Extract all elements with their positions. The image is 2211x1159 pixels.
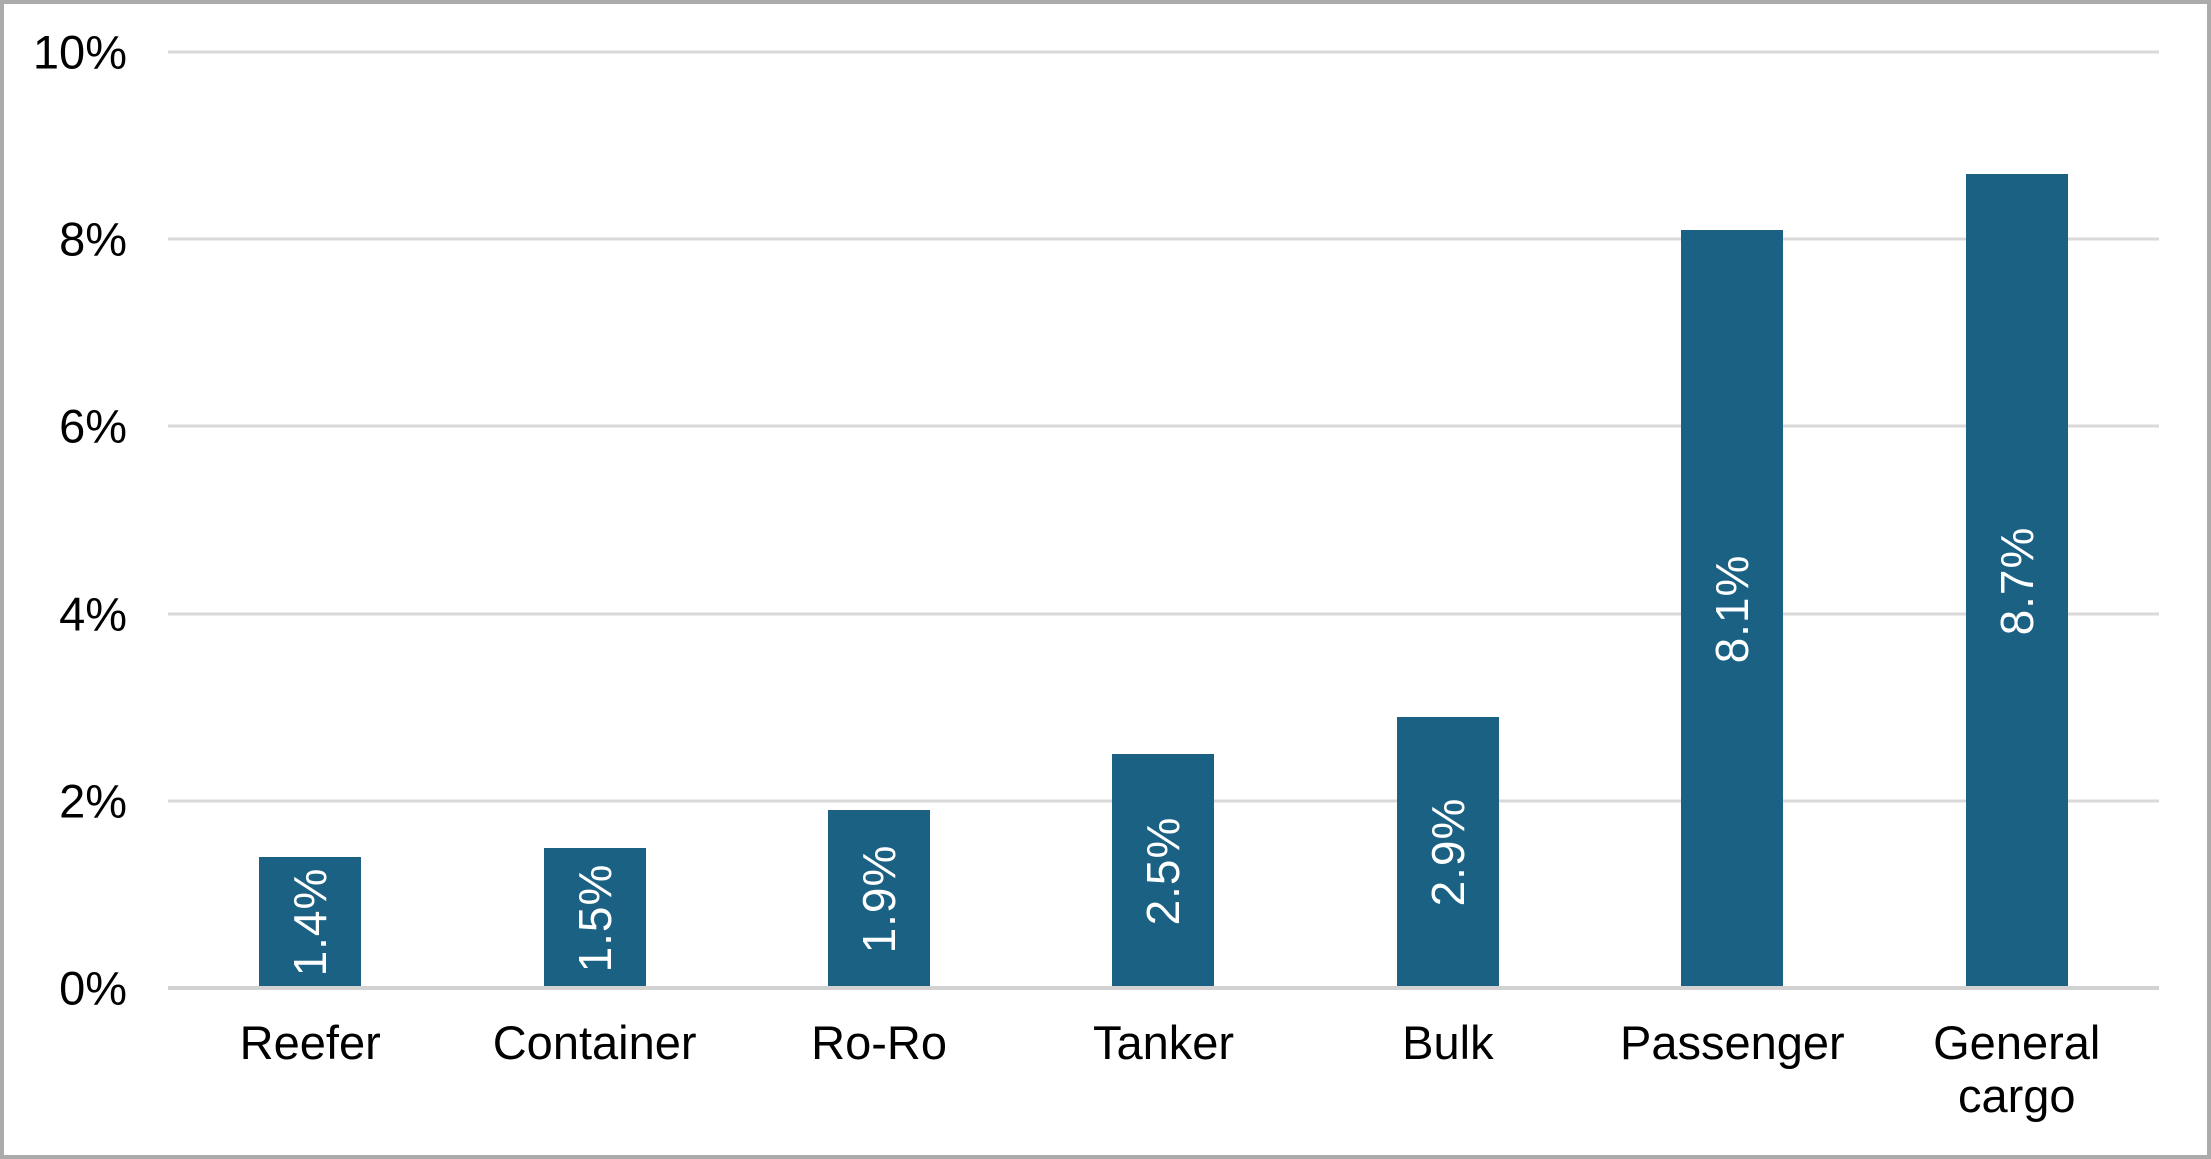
bar-tanker: 2.5%: [1112, 754, 1215, 988]
x-label-bulk: Bulk: [1402, 1016, 1494, 1069]
plot-area: 1.4% 1.5% 1.9% 2.5% 2.9%: [168, 50, 2159, 990]
bar-value-label-bulk: 2.9%: [1421, 797, 1474, 907]
y-tick-6pct: 6%: [59, 399, 127, 453]
bar-slot-container: 1.5%: [452, 52, 736, 988]
bar-roro: 1.9%: [828, 810, 931, 988]
x-label-container: Container: [492, 1016, 697, 1069]
gridline-8pct: [168, 237, 2159, 241]
bar-slot-bulk: 2.9%: [1306, 52, 1590, 988]
bar-slot-tanker: 2.5%: [1021, 52, 1305, 988]
bar-reefer: 1.4%: [259, 856, 362, 988]
bar-slot-reefer: 1.4%: [168, 52, 452, 988]
y-tick-0pct: 0%: [59, 961, 127, 1015]
bar-general-cargo: 8.7%: [1965, 173, 2068, 988]
y-axis: 0% 2% 4% 6% 8% 10%: [4, 29, 127, 1012]
bar-value-label-general-cargo: 8.7%: [1990, 526, 2043, 636]
gridline-4pct: [168, 612, 2159, 616]
y-tick-8pct: 8%: [59, 212, 127, 266]
bar-value-label-tanker: 2.5%: [1137, 816, 1190, 926]
bar-value-label-roro: 1.9%: [853, 844, 906, 954]
bar-bulk: 2.9%: [1396, 716, 1499, 988]
bar-value-label-container: 1.5%: [568, 863, 621, 973]
x-label-reefer: Reefer: [239, 1016, 381, 1069]
bar-value-label-passenger: 8.1%: [1706, 554, 1759, 664]
gridline-6pct: [168, 424, 2159, 428]
x-label-general-cargo: General cargo: [1933, 1016, 2101, 1123]
x-axis-line: [168, 986, 2159, 990]
bar-slot-passenger: 8.1%: [1590, 52, 1874, 988]
y-tick-2pct: 2%: [59, 774, 127, 828]
bar-passenger: 8.1%: [1681, 229, 1784, 988]
bar-slot-roro: 1.9%: [737, 52, 1021, 988]
x-axis-labels: Reefer Container Ro-Ro Tanker Bulk Passe…: [168, 1016, 2159, 1122]
bar-value-label-reefer: 1.4%: [284, 868, 337, 977]
x-label-tanker: Tanker: [1092, 1016, 1235, 1069]
bar-series: 1.4% 1.5% 1.9% 2.5% 2.9%: [168, 52, 2159, 988]
x-label-roro: Ro-Ro: [811, 1016, 947, 1069]
y-tick-10pct: 10%: [32, 25, 127, 79]
bar-container: 1.5%: [543, 847, 646, 988]
bar-slot-general-cargo: 8.7%: [1875, 52, 2159, 988]
y-tick-4pct: 4%: [59, 587, 127, 641]
gridline-10pct: [168, 50, 2159, 54]
x-label-passenger: Passenger: [1619, 1016, 1845, 1069]
